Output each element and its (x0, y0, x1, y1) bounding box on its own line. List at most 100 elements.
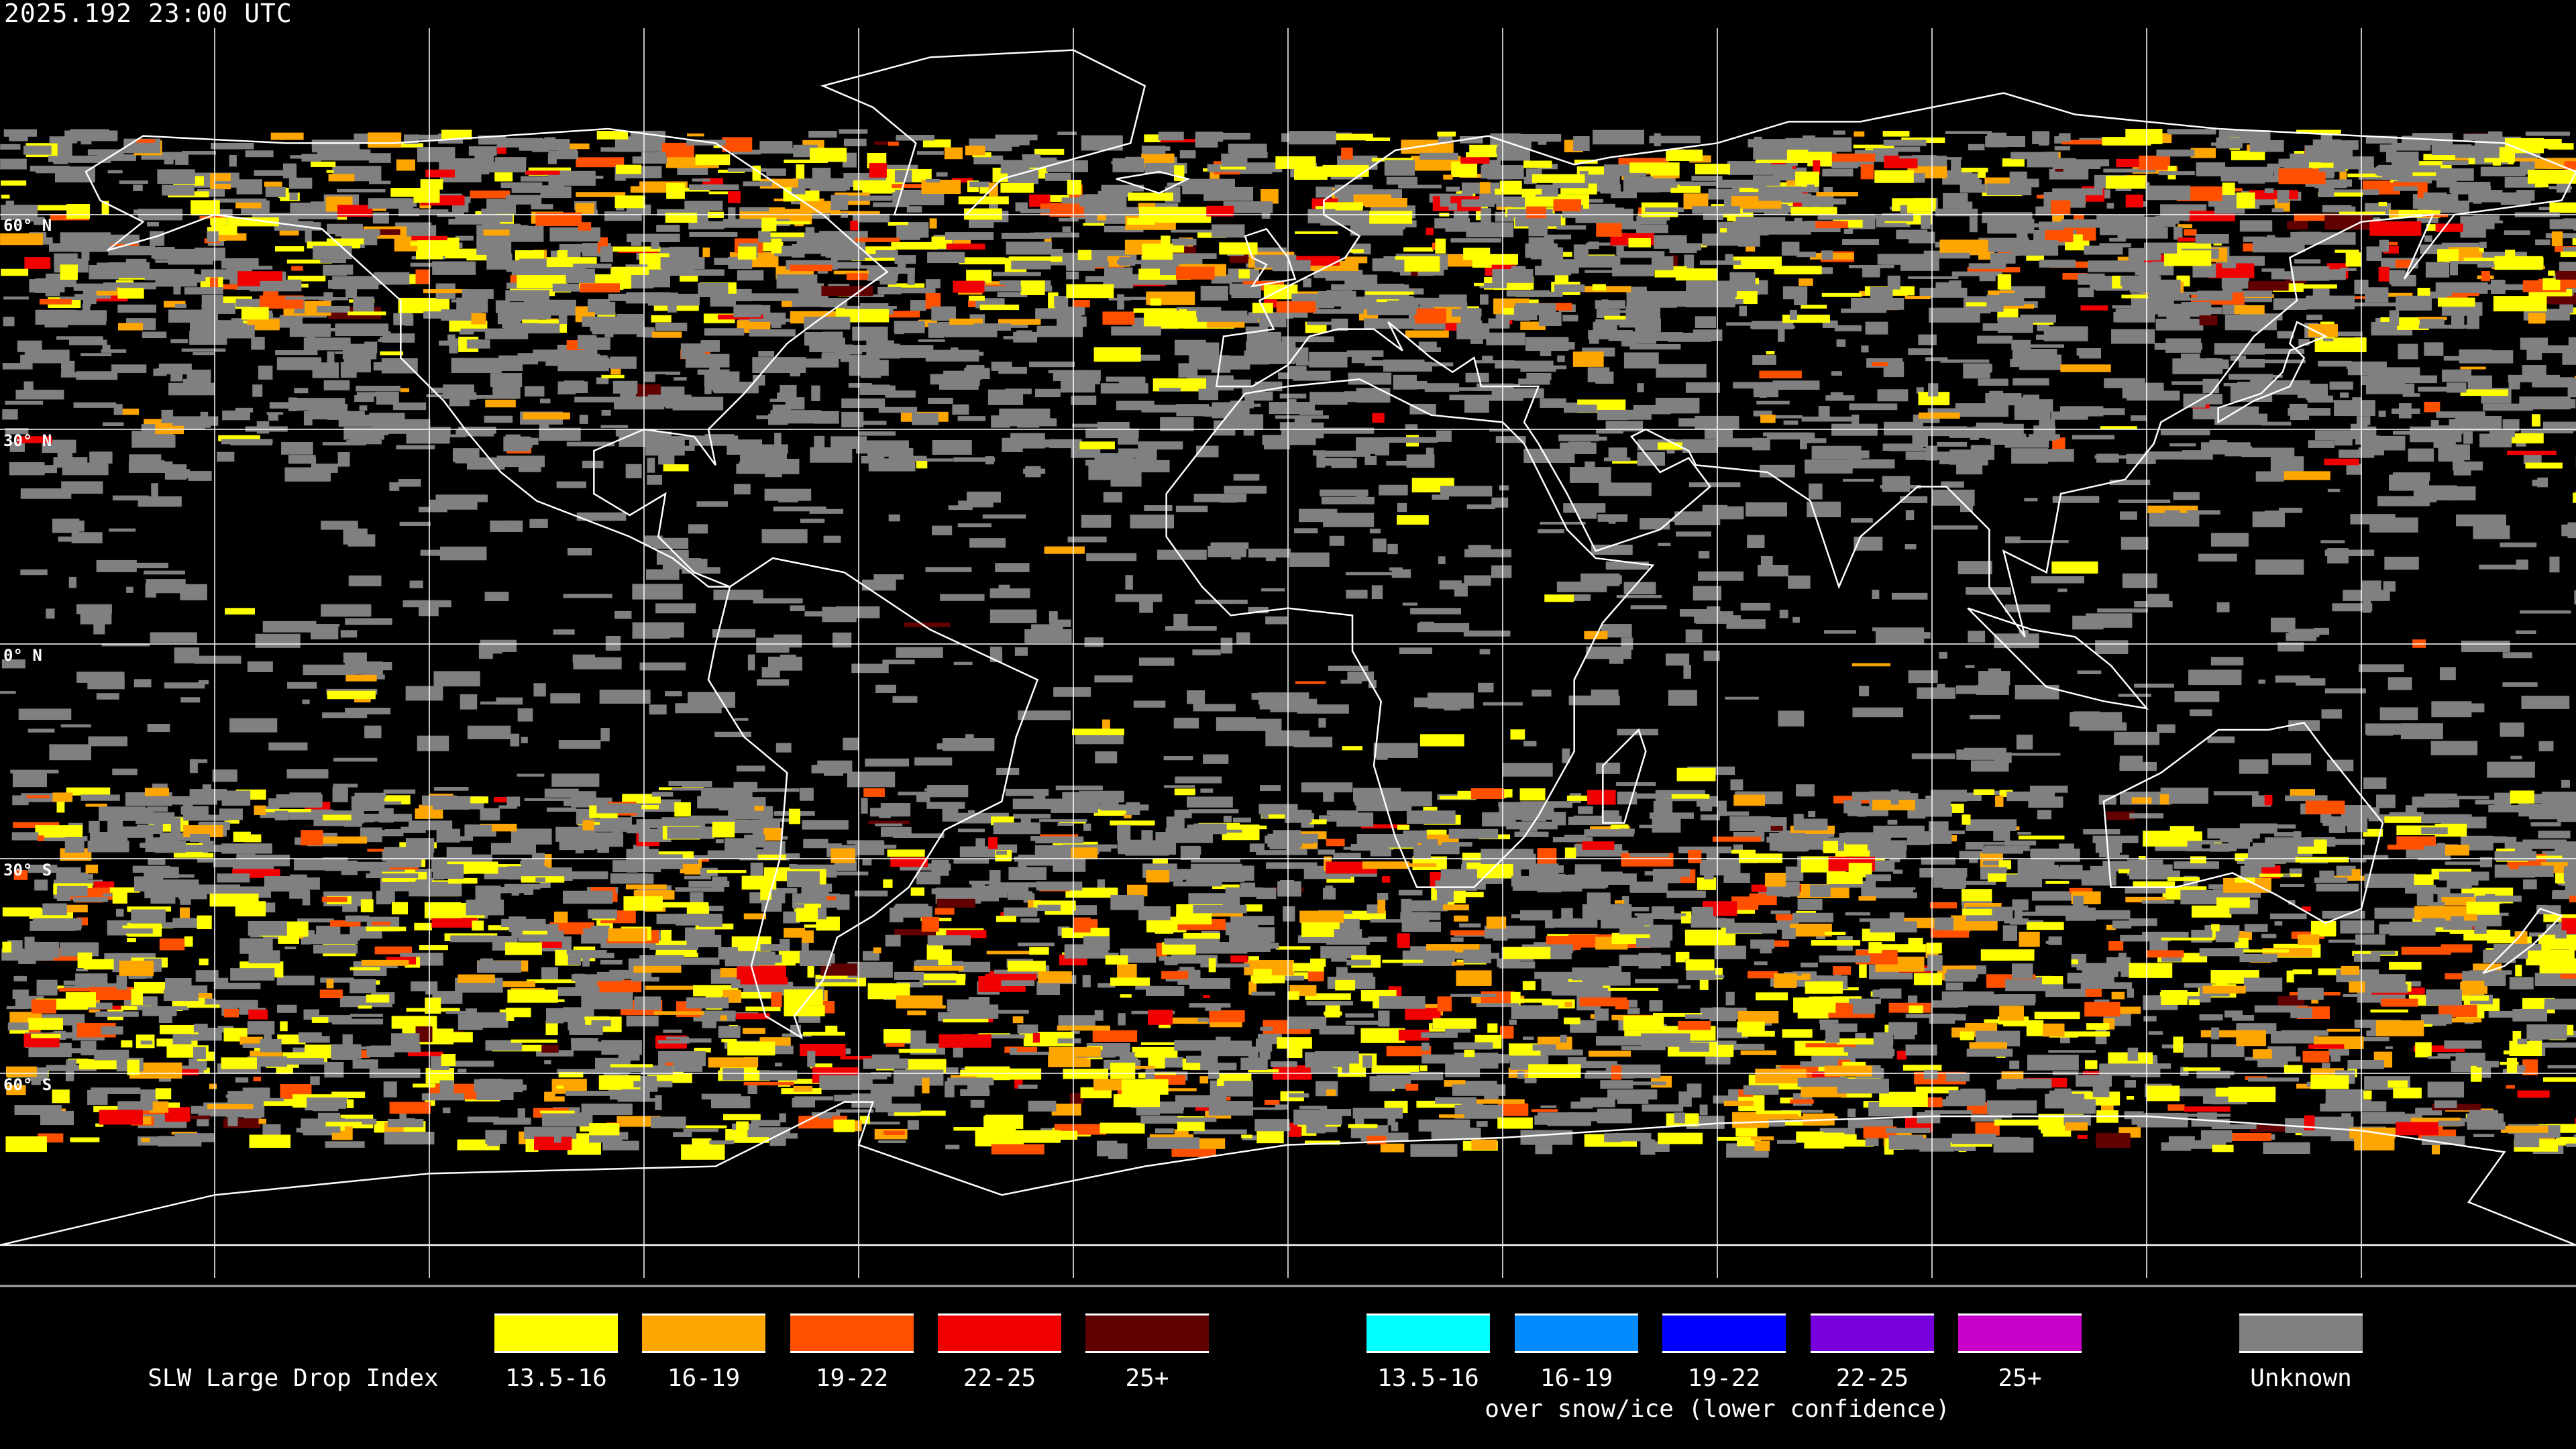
cloud-pixel (2011, 339, 2031, 351)
cloud-pixel (454, 392, 477, 400)
cloud-pixel (830, 436, 867, 449)
cloud-pixel (1371, 585, 1383, 600)
cloud-pixel (2525, 462, 2563, 469)
cloud-pixel (1008, 139, 1030, 146)
cloud-pixel (413, 189, 440, 203)
cloud-pixel (1945, 131, 1992, 134)
cloud-pixel (1605, 421, 1644, 432)
cloud-pixel (1882, 213, 1914, 221)
cloud-pixel (173, 853, 214, 858)
cloud-pixel (2567, 522, 2576, 539)
cloud-pixel (219, 808, 243, 820)
cloud-pixel (2215, 1087, 2241, 1097)
cloud-pixel (1988, 668, 2001, 678)
cloud-pixel (924, 788, 955, 792)
cloud-pixel (996, 850, 1007, 855)
cloud-pixel (2004, 841, 2037, 846)
cloud-pixel (1863, 215, 1888, 219)
cloud-pixel (2261, 421, 2292, 426)
cloud-pixel (244, 834, 262, 843)
cloud-pixel (1978, 671, 2010, 686)
cloud-pixel (1085, 460, 1134, 466)
cloud-pixel (2004, 604, 2051, 612)
cloud-pixel (2020, 540, 2069, 543)
cloud-pixel (953, 1127, 993, 1131)
cloud-pixel (576, 791, 596, 806)
cloud-pixel (1008, 867, 1047, 880)
cloud-pixel (1008, 891, 1033, 900)
cloud-pixel (435, 494, 488, 502)
cloud-pixel (1848, 264, 1894, 268)
cloud-pixel (1848, 863, 1872, 877)
cloud-pixel (2356, 416, 2371, 425)
cloud-pixel (925, 279, 941, 288)
cloud-pixel (2475, 800, 2512, 805)
cloud-pixel (1104, 225, 1144, 233)
cloud-pixel (459, 330, 474, 335)
cloud-pixel (350, 1014, 383, 1017)
cloud-pixel (2039, 260, 2076, 268)
cloud-pixel (1790, 923, 1832, 937)
cloud-pixel (2224, 446, 2253, 457)
cloud-pixel (2286, 221, 2308, 230)
cloud-pixel (2460, 225, 2486, 238)
cloud-pixel (1808, 810, 1816, 818)
cloud-pixel (1962, 889, 1992, 906)
cloud-pixel (1140, 1042, 1179, 1046)
cloud-pixel (1908, 276, 1959, 279)
cloud-pixel (2359, 664, 2404, 673)
cloud-pixel (747, 1084, 757, 1094)
cloud-pixel (287, 682, 317, 689)
cloud-pixel (1293, 166, 1328, 180)
cloud-pixel (2294, 213, 2339, 221)
cloud-pixel (2487, 936, 2532, 944)
cloud-pixel (666, 182, 685, 199)
cloud-pixel (2125, 896, 2166, 903)
cloud-pixel (2391, 142, 2431, 151)
cloud-pixel (1750, 164, 1792, 175)
cloud-pixel (2452, 292, 2479, 297)
cloud-pixel (1867, 840, 1907, 851)
cloud-pixel (1978, 378, 2008, 386)
cloud-pixel (1426, 227, 1434, 235)
cloud-pixel (660, 257, 705, 270)
cloud-pixel (180, 584, 207, 600)
cloud-pixel (2288, 408, 2330, 416)
cloud-pixel (1540, 398, 1566, 408)
cloud-pixel (291, 266, 303, 271)
cloud-pixel (702, 247, 710, 258)
cloud-pixel (1369, 529, 1381, 534)
cloud-pixel (1752, 355, 1776, 365)
cloud-pixel (493, 1117, 531, 1125)
cloud-pixel (162, 184, 195, 196)
cloud-pixel (68, 155, 111, 163)
cloud-pixel (184, 287, 223, 294)
cloud-pixel (229, 718, 278, 733)
cloud-pixel (2120, 511, 2137, 520)
cloud-pixel (117, 305, 156, 313)
cloud-pixel (1495, 436, 1526, 443)
cloud-pixel (2060, 865, 2083, 879)
cloud-pixel (2368, 814, 2398, 822)
cloud-pixel (2467, 375, 2492, 390)
cloud-pixel (327, 690, 376, 700)
cloud-pixel (2171, 381, 2204, 385)
cloud-pixel (1115, 594, 1163, 602)
cloud-pixel (1200, 286, 1228, 301)
cloud-pixel (80, 140, 92, 145)
cloud-pixel (778, 494, 798, 502)
cloud-pixel (1035, 836, 1084, 844)
cloud-pixel (109, 887, 140, 893)
cloud-pixel (2060, 364, 2111, 372)
cloud-pixel (2183, 393, 2206, 408)
cloud-pixel (896, 135, 935, 141)
cloud-pixel (48, 156, 89, 162)
cloud-pixel (249, 1134, 291, 1148)
cloud-pixel (1617, 729, 1658, 736)
cloud-pixel (977, 1010, 1029, 1014)
cloud-pixel (1535, 266, 1572, 276)
cloud-pixel (1769, 839, 1784, 851)
cloud-pixel (1018, 710, 1071, 720)
cloud-pixel (928, 397, 953, 405)
cloud-pixel (2415, 1108, 2443, 1116)
